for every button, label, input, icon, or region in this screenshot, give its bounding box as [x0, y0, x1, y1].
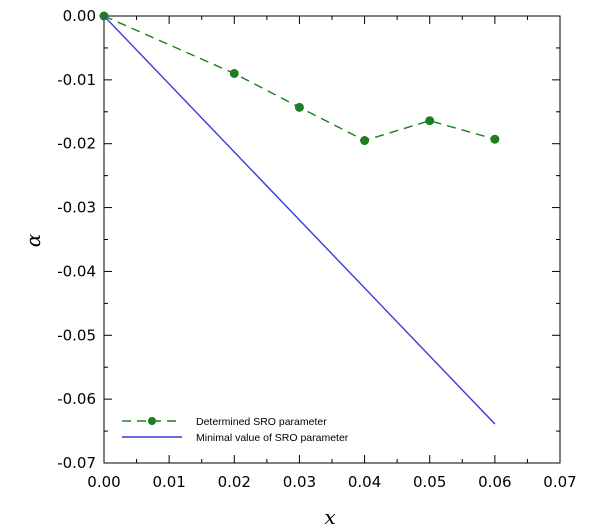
y-tick-label: 0.00	[63, 7, 96, 25]
data-point	[360, 136, 370, 146]
y-tick-label: -0.02	[57, 135, 96, 153]
series-line-2	[103, 15, 496, 425]
plot-frame	[103, 15, 561, 464]
y-axis-label: α	[21, 233, 45, 247]
x-tick-label: 0.04	[348, 473, 381, 491]
y-tick-label: -0.03	[57, 199, 96, 217]
y-axis: 0.00 -0.01 -0.02 -0.03 -0.04 -0.05 -0.06 -0.07	[57, 7, 560, 472]
legend-label-2: Minimal value of SRO parameter	[196, 432, 349, 444]
plot-area	[103, 15, 561, 464]
data-point	[425, 116, 435, 126]
y-tick-label: -0.04	[57, 262, 96, 280]
y-tick-label: -0.07	[57, 454, 96, 472]
x-tick-label: 0.00	[87, 473, 120, 491]
y-tick-label: -0.01	[57, 71, 96, 89]
data-point	[294, 102, 304, 112]
x-tick-label: 0.05	[413, 473, 446, 491]
x-tick-label: 0.03	[283, 473, 316, 491]
x-tick-label: 0.02	[218, 473, 251, 491]
series-line-1	[103, 15, 496, 142]
legend-marker-1	[148, 417, 156, 425]
legend-label-1: Determined SRO parameter	[196, 416, 327, 428]
data-point	[229, 68, 239, 78]
y-tick-label: -0.06	[57, 390, 96, 408]
x-tick-label: 0.06	[478, 473, 511, 491]
x-tick-label: 0.01	[152, 473, 185, 491]
x-axis: 0.00 0.01 0.02 0.03 0.04 0.05 0.06 0.07	[87, 16, 577, 491]
y-tick-label: -0.05	[57, 326, 96, 344]
data-point	[490, 134, 500, 144]
legend: Determined SRO parameter Minimal value of…	[122, 416, 349, 444]
x-axis-label: x	[324, 505, 335, 529]
series-layer	[99, 11, 500, 425]
x-tick-label: 0.07	[543, 473, 576, 491]
